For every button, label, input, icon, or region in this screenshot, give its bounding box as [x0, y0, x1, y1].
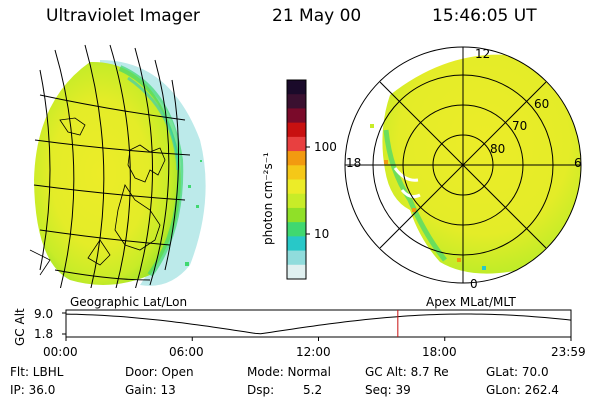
- lat-label-70: 70: [512, 119, 528, 133]
- colorbar-swatch: [287, 250, 306, 266]
- gain-info: Gain: 13: [125, 383, 176, 397]
- polar-plot: [344, 46, 582, 284]
- dsp-label: Dsp:: [247, 383, 275, 397]
- y-tick-9: 9.0: [34, 307, 54, 321]
- colorbar-swatch: [287, 136, 306, 152]
- time-label: 15:46:05 UT: [432, 6, 537, 26]
- colorbar-swatch: [287, 222, 306, 237]
- colorbar-swatch: [287, 122, 306, 138]
- lat-label-60: 60: [534, 97, 550, 111]
- x-tick-0000: 00:00: [43, 345, 78, 359]
- x-tick-1200: 12:00: [296, 345, 331, 359]
- mlt-label-12: 12: [475, 47, 491, 61]
- colorbar-swatch: [287, 80, 306, 95]
- colorbar-swatch: [287, 207, 306, 223]
- date-label: 21 May 00: [272, 6, 362, 26]
- colorbar: [286, 79, 310, 280]
- earth-image: [29, 44, 206, 288]
- timeline-plot: [62, 309, 572, 341]
- colorbar-unit-label: photon cm⁻²s⁻¹: [261, 152, 275, 245]
- seq-info: Seq: 39: [365, 383, 411, 397]
- mlt-label-18: 18: [346, 156, 362, 170]
- geographic-label: Geographic Lat/Lon: [70, 295, 188, 309]
- ip-info: IP: 36.0: [10, 383, 56, 397]
- colorbar-swatch: [287, 165, 306, 180]
- gc-alt-info: GC Alt: 8.7 Re: [365, 365, 449, 379]
- gc-alt-axis-label: GC Alt: [13, 308, 27, 346]
- colorbar-swatch: [287, 151, 306, 166]
- colorbar-swatch: [287, 264, 306, 280]
- x-tick-2359: 23:59: [551, 345, 586, 359]
- glat-info: GLat: 70.0: [486, 365, 549, 379]
- dsp-value: 5.2: [303, 383, 323, 397]
- filter-info: Flt: LBHL: [10, 365, 64, 379]
- colorbar-tick-10: 10: [314, 227, 330, 241]
- colorbar-swatch: [287, 193, 306, 209]
- x-tick-0600: 06:00: [169, 345, 204, 359]
- mlt-label-0: 0: [470, 277, 478, 291]
- x-tick-1800: 18:00: [422, 345, 457, 359]
- colorbar-swatch: [287, 108, 306, 124]
- lat-label-80: 80: [490, 142, 506, 156]
- colorbar-tick-100: 100: [314, 140, 337, 154]
- apex-label: Apex MLat/MLT: [426, 295, 516, 309]
- mlt-label-6: 6: [574, 156, 582, 170]
- door-info: Door: Open: [125, 365, 194, 379]
- y-tick-1-8: 1.8: [34, 327, 54, 341]
- colorbar-swatch: [287, 94, 306, 109]
- colorbar-swatch: [287, 179, 306, 195]
- colorbar-swatch: [287, 236, 306, 252]
- mode-info: Mode: Normal: [247, 365, 331, 379]
- glon-info: GLon: 262.4: [486, 383, 559, 397]
- instrument-title: Ultraviolet Imager: [46, 6, 200, 26]
